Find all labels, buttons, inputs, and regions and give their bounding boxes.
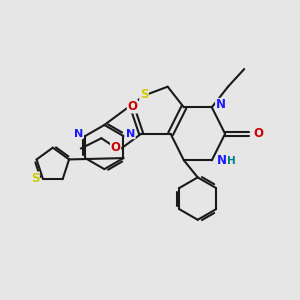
- Text: N: N: [216, 98, 226, 111]
- Text: N: N: [126, 129, 135, 139]
- Text: N: N: [217, 154, 227, 167]
- Text: S: S: [31, 172, 39, 185]
- Text: O: O: [110, 141, 121, 154]
- Text: S: S: [140, 88, 148, 101]
- Text: O: O: [127, 100, 137, 113]
- Text: N: N: [74, 129, 83, 139]
- Text: O: O: [253, 127, 263, 140]
- Text: H: H: [227, 156, 236, 166]
